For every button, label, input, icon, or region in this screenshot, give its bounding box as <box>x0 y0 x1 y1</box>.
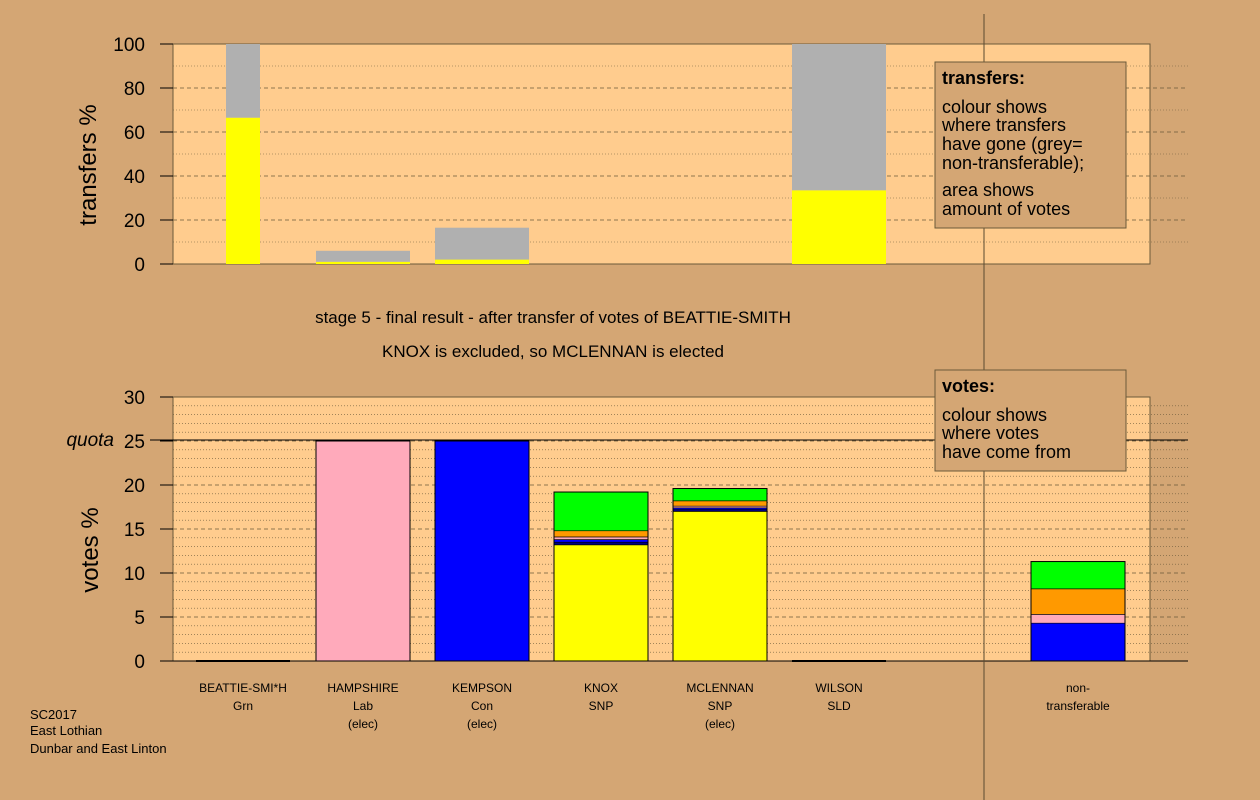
bar-segment <box>553 539 649 543</box>
candidate-name: MCLENNAN <box>686 681 753 695</box>
bar-segment <box>553 544 649 662</box>
y-tick-label: 100 <box>113 35 145 56</box>
footer-ward: Dunbar and East Linton <box>30 741 167 756</box>
candidate-party: SLD <box>827 699 851 713</box>
bar-segment <box>315 440 411 662</box>
candidate-name: KEMPSON <box>452 681 512 695</box>
transfers-y-axis-label: transfers % <box>75 104 102 225</box>
candidate-labels: BEATTIE-SMI*H Grn HAMPSHIRE Lab (elec) KEMPSO… <box>199 681 1110 731</box>
result-caption: KNOX is excluded, so MCLENNAN is elected <box>382 342 724 361</box>
bar-segment <box>792 190 886 264</box>
y-tick-label: 80 <box>124 79 145 100</box>
stage-caption: stage 5 - final result - after transfer … <box>315 308 791 327</box>
transfers-legend-line: colour shows <box>942 97 1047 117</box>
footer-council: East Lothian <box>30 723 102 738</box>
transfers-legend-line: non-transferable); <box>942 153 1084 173</box>
candidate-name: BEATTIE-SMI*H <box>199 681 287 695</box>
candidate-name: WILSON <box>815 681 862 695</box>
bar-segment <box>226 44 260 118</box>
y-tick-label: 60 <box>124 123 145 144</box>
footer-election: SC2017 <box>30 707 77 722</box>
votes-legend-line: have come from <box>942 442 1071 462</box>
quota-label: quota <box>66 430 114 451</box>
transfers-y-ticks: 0 20 40 60 80 100 <box>113 35 173 276</box>
votes-y-axis-label: votes % <box>77 507 104 592</box>
bar-segment <box>435 259 529 264</box>
bar-segment <box>434 440 530 662</box>
candidate-party: transferable <box>1046 699 1110 713</box>
candidate-party: Lab <box>353 699 373 713</box>
candidate-party: Con <box>471 699 493 713</box>
transfers-bars <box>226 44 886 264</box>
y-tick-label: 30 <box>124 388 145 409</box>
y-tick-label: 25 <box>124 432 145 453</box>
bar-segment <box>1030 588 1126 615</box>
bar-segment <box>553 541 649 546</box>
votes-legend-line: colour shows <box>942 405 1047 425</box>
votes-legend-title: votes: <box>942 376 995 396</box>
y-tick-label: 10 <box>124 564 145 585</box>
y-tick-label: 20 <box>124 476 145 497</box>
bar-segment <box>672 500 768 507</box>
candidate-status: (elec) <box>705 717 735 731</box>
transfers-legend-line: have gone (grey= <box>942 134 1083 154</box>
candidate-name: HAMPSHIRE <box>327 681 398 695</box>
bar-segment <box>1030 561 1126 590</box>
candidate-name: non- <box>1066 681 1090 695</box>
bar-segment <box>1030 614 1126 624</box>
y-tick-label: 0 <box>134 652 145 673</box>
bar-segment <box>672 511 768 662</box>
candidate-party: SNP <box>589 699 614 713</box>
transfers-legend-line: area shows <box>942 180 1034 200</box>
transfers-legend-line: amount of votes <box>942 199 1070 219</box>
votes-y-ticks: 0 5 10 15 20 25 30 <box>124 388 173 673</box>
candidate-party: Grn <box>233 699 253 713</box>
bar-segment <box>316 261 410 264</box>
bar-segment <box>553 491 649 532</box>
bar-segment <box>1030 622 1126 662</box>
candidate-name: KNOX <box>584 681 618 695</box>
bar-segment <box>792 44 886 191</box>
y-tick-label: 40 <box>124 167 145 188</box>
candidate-status: (elec) <box>467 717 497 731</box>
transfers-legend: transfers: colour shows where transfers … <box>934 61 1127 229</box>
candidate-party: SNP <box>708 699 733 713</box>
bar-segment <box>553 536 649 540</box>
y-tick-label: 20 <box>124 211 145 232</box>
votes-legend-box <box>934 369 1127 472</box>
candidate-status: (elec) <box>348 717 378 731</box>
bar-segment <box>553 530 649 538</box>
y-tick-label: 0 <box>134 255 145 276</box>
y-tick-label: 5 <box>134 608 145 629</box>
transfers-legend-title: transfers: <box>942 68 1025 88</box>
transfers-legend-line: where transfers <box>941 115 1066 135</box>
transfers-gridlines <box>173 65 1188 243</box>
bar-segment <box>435 227 529 260</box>
y-tick-label: 15 <box>124 520 145 541</box>
bar-segment <box>672 488 768 502</box>
bar-segment <box>226 117 260 264</box>
votes-legend-line: where votes <box>941 423 1039 443</box>
bar-segment <box>316 250 410 262</box>
votes-legend: votes: colour shows where votes have com… <box>934 369 1127 472</box>
transfers-legend-box <box>934 61 1127 229</box>
